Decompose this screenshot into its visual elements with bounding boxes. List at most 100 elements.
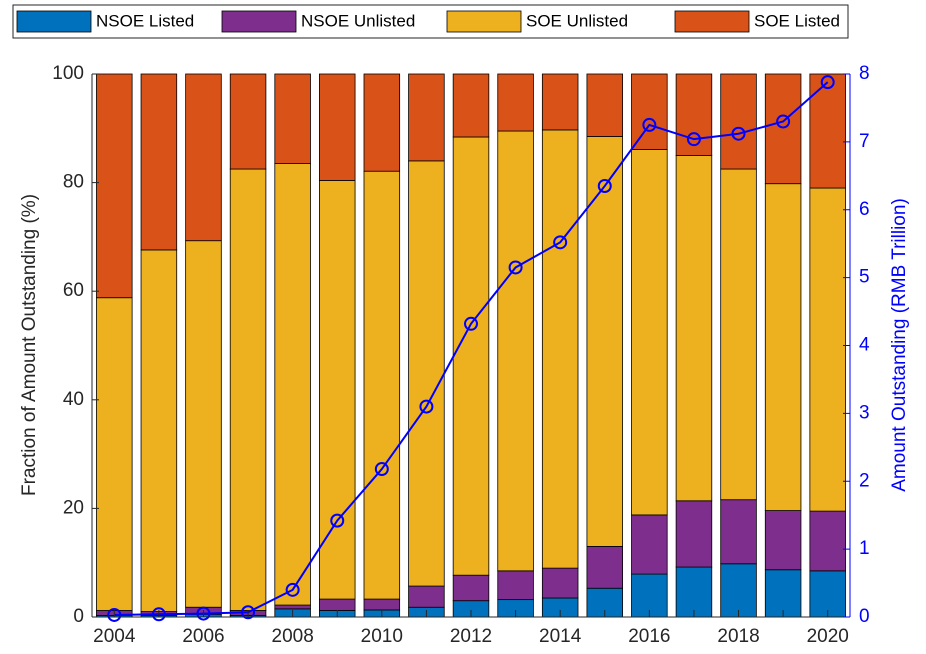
bar-segment (408, 585, 445, 608)
bar-segment (631, 73, 668, 150)
bar-segment (497, 570, 534, 601)
bar-segment (363, 170, 401, 600)
line-marker (107, 607, 122, 622)
bar-segment (452, 73, 490, 138)
bar-segment (363, 73, 401, 172)
bar-segment (541, 567, 579, 599)
bar-segment (318, 598, 356, 611)
bar-segment (96, 73, 133, 299)
y2-tick-label: 8 (859, 63, 870, 84)
bar-segment (631, 573, 668, 618)
bar-segment (675, 566, 713, 618)
y2-tick-label: 1 (859, 538, 870, 559)
bar-segment (497, 73, 534, 132)
bar-segment (318, 73, 356, 181)
y2-tick-label: 2 (859, 470, 870, 491)
y2-axis-label: Amount Outstanding (RMB Trillion) (889, 198, 910, 492)
line-marker (820, 75, 835, 90)
y2-tick-label: 6 (859, 199, 870, 220)
x-tick-label: 2006 (182, 626, 224, 647)
line-marker (508, 260, 523, 275)
x-tick-label: 2012 (450, 626, 492, 647)
x-tick-label: 2008 (272, 626, 314, 647)
bar-segment (541, 73, 579, 131)
y2-tick-label: 3 (859, 402, 870, 423)
bar-segment (720, 73, 757, 170)
line-marker (464, 316, 478, 331)
y-tick-label: 20 (63, 497, 84, 518)
bar-segment (452, 136, 490, 576)
bar-segment (452, 574, 490, 602)
bar-segment (140, 73, 178, 251)
line-marker (374, 462, 389, 477)
y2-tick-label: 0 (859, 606, 870, 627)
bar-segment (675, 73, 713, 156)
y-tick-label: 100 (52, 63, 84, 84)
y2-tick-label: 4 (859, 335, 870, 356)
bar-segment (229, 168, 267, 611)
x-tick-label: 2010 (361, 626, 403, 647)
bar-segment (140, 249, 178, 612)
bar-segment (675, 155, 713, 502)
legend-label: SOE Listed (754, 11, 840, 30)
bar-segment (497, 130, 534, 572)
bar-segment (541, 129, 579, 569)
legend-swatch (16, 10, 92, 33)
line-marker (285, 582, 300, 597)
line-marker (597, 178, 612, 193)
legend-label: NSOE Unlisted (301, 11, 415, 30)
bar-segment (185, 240, 222, 608)
x-tick-label: 2016 (628, 626, 670, 647)
bar-segment (720, 563, 757, 618)
line-marker (553, 235, 568, 250)
y-tick-label: 40 (63, 389, 84, 410)
line-marker (731, 126, 746, 141)
line-marker (151, 607, 166, 622)
bar-segment (586, 546, 623, 589)
legend-swatch (221, 10, 297, 33)
bar-segment (809, 187, 846, 512)
y-axis-label: Fraction of Amount Outstanding (%) (19, 194, 40, 496)
bar-segment (274, 604, 311, 610)
line-marker (196, 606, 211, 621)
y-tick-label: 60 (63, 280, 84, 301)
bar-segment (363, 598, 401, 611)
bar-segment (764, 73, 802, 185)
bar-segment (675, 500, 713, 568)
bar-segment (274, 163, 311, 606)
legend-label: SOE Unlisted (526, 11, 628, 30)
y2-tick-label: 7 (859, 131, 870, 152)
legend-swatch (446, 10, 522, 33)
bar-segment (764, 183, 802, 511)
x-tick-label: 2014 (539, 626, 582, 647)
bar-segment (318, 180, 356, 600)
bar-segment (764, 510, 802, 571)
x-tick-label: 2018 (717, 626, 759, 647)
bar-segment (631, 149, 668, 516)
bar-segment (631, 514, 668, 575)
bar-segment (720, 168, 757, 501)
legend-swatch (674, 10, 750, 33)
bar-segment (96, 297, 133, 611)
x-tick-label: 2004 (93, 626, 136, 647)
bar-segment (809, 73, 846, 189)
line-series (114, 81, 829, 616)
bar-segment (408, 73, 445, 162)
bar-segment (720, 499, 757, 565)
bar-segment (809, 510, 846, 572)
line-marker (776, 114, 791, 129)
y-tick-label: 80 (63, 172, 84, 193)
y-tick-label: 0 (73, 606, 84, 627)
bar-segment (274, 73, 311, 164)
line-marker (419, 399, 434, 414)
x-tick-label: 2020 (807, 626, 849, 647)
line-marker (642, 117, 657, 132)
line-marker (686, 132, 701, 147)
legend-label: NSOE Listed (96, 11, 194, 30)
y2-tick-label: 5 (859, 267, 870, 288)
bar-segment (185, 73, 222, 242)
bar-segment (586, 73, 623, 137)
bar-segment (408, 160, 445, 587)
bar-segment (229, 73, 267, 170)
